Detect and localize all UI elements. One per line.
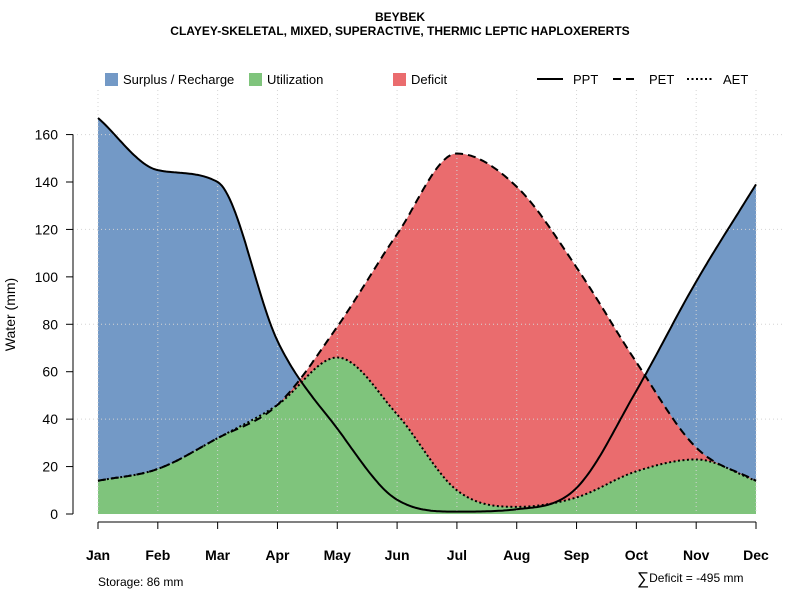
legend-swatch bbox=[249, 73, 262, 86]
x-tick-label: Jan bbox=[86, 547, 110, 563]
x-tick-label: Apr bbox=[265, 547, 290, 563]
x-tick-label: Nov bbox=[683, 547, 710, 563]
x-tick-label: Jul bbox=[447, 547, 467, 563]
x-tick-label: Oct bbox=[625, 547, 649, 563]
legend-label: PET bbox=[649, 72, 674, 87]
aet-line bbox=[97, 356, 757, 508]
chart-subtitle: CLAYEY-SKELETAL, MIXED, SUPERACTIVE, THE… bbox=[170, 24, 630, 38]
legend-label: AET bbox=[723, 72, 748, 87]
y-tick-label: 100 bbox=[35, 269, 59, 285]
y-tick-label: 60 bbox=[42, 364, 58, 380]
legend-label: Utilization bbox=[267, 72, 323, 87]
y-tick-label: 20 bbox=[42, 459, 58, 475]
x-tick-label: May bbox=[324, 547, 351, 563]
storage-annotation: Storage: 86 mm bbox=[98, 575, 184, 589]
x-tick-label: Mar bbox=[205, 547, 230, 563]
y-tick-label: 80 bbox=[42, 316, 58, 332]
areas-group bbox=[98, 118, 756, 514]
x-tick-label: Dec bbox=[743, 547, 769, 563]
legend-label: Deficit bbox=[411, 72, 448, 87]
utilization-area bbox=[98, 357, 756, 514]
y-tick-label: 140 bbox=[35, 174, 59, 190]
legend: Surplus / Recharge Utilization Deficit PPT P… bbox=[105, 72, 748, 87]
grid-lines bbox=[73, 90, 783, 514]
y-tick-label: 160 bbox=[35, 127, 59, 143]
legend-swatch bbox=[393, 73, 406, 86]
x-tick-label: Aug bbox=[503, 547, 530, 563]
legend-swatch bbox=[105, 73, 118, 86]
x-tick-label: Feb bbox=[145, 547, 170, 563]
sigma-symbol: ∑ bbox=[637, 569, 650, 588]
y-tick-label: 120 bbox=[35, 221, 59, 237]
y-axis: 0 20 40 60 80 100 120 140 160 Water (mm) bbox=[2, 127, 74, 522]
deficit-sum-text: Deficit = -495 mm bbox=[649, 571, 744, 585]
legend-label: Surplus / Recharge bbox=[123, 72, 234, 87]
y-tick-label: 0 bbox=[50, 506, 58, 522]
y-axis-label: Water (mm) bbox=[2, 278, 18, 351]
legend-label: PPT bbox=[573, 72, 598, 87]
deficit-sum-annotation: ∑Deficit = -495 mm bbox=[637, 569, 743, 589]
chart-title: BEYBEK bbox=[374, 10, 425, 24]
y-tick-label: 40 bbox=[42, 411, 58, 427]
x-tick-label: Sep bbox=[564, 547, 590, 563]
x-axis: Jan Feb Mar Apr May Jun Jul Aug Sep Oct Nov Dec bbox=[86, 521, 769, 563]
x-tick-label: Jun bbox=[385, 547, 410, 563]
ppt-line bbox=[97, 117, 757, 513]
